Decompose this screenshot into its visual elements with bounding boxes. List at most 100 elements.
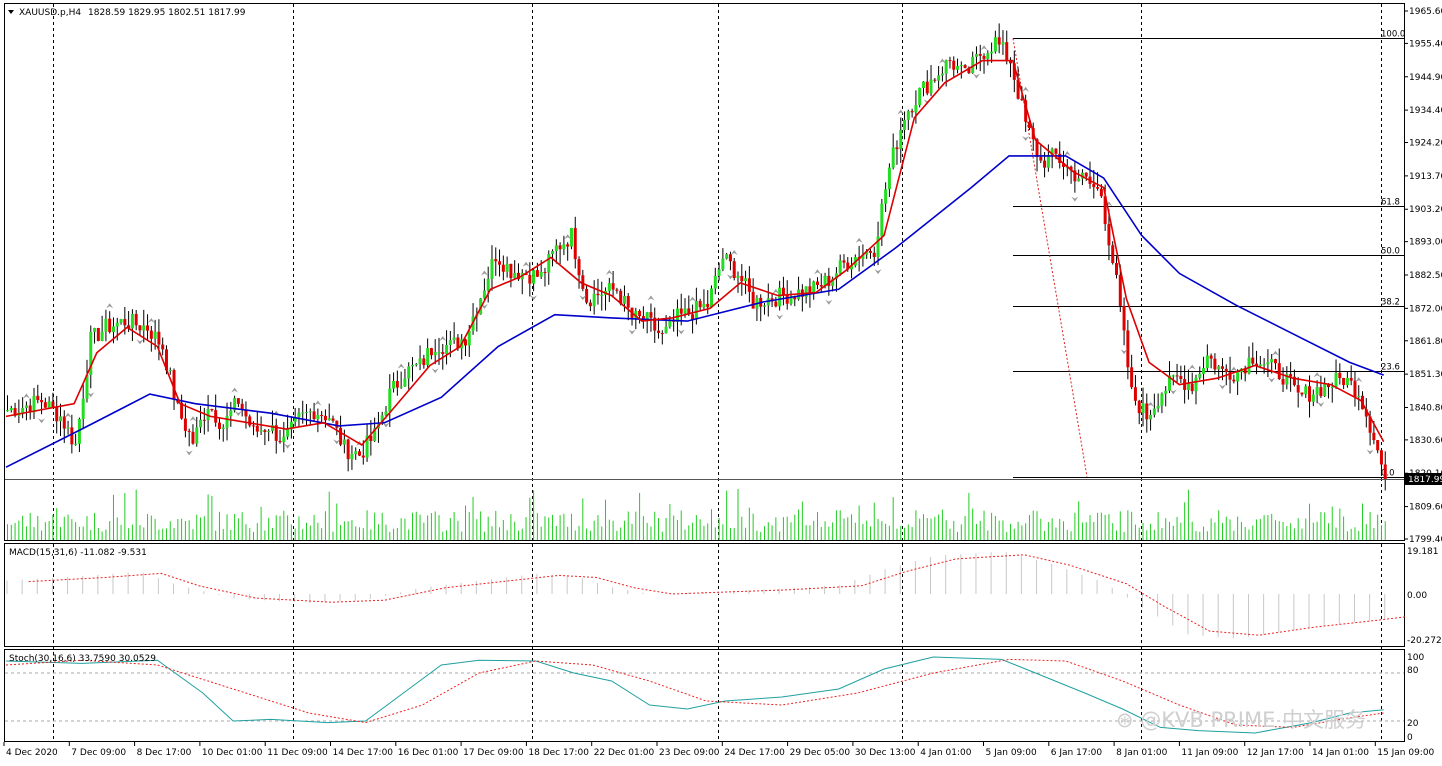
candle-body [535,270,539,277]
candle-body [1285,374,1289,385]
fractal-up-icon [772,288,780,294]
fractal-down-icon [1268,377,1276,383]
candle-body [1258,364,1262,367]
time-tick-label: 24 Dec 17:00 [724,748,785,758]
fractal-arrows [22,45,1374,456]
candle-body [43,402,47,408]
candle-body [32,395,36,413]
fractal-down-icon [1022,135,1030,141]
candle-body [259,430,263,432]
candle-body [176,399,180,403]
candle-body [1171,375,1175,377]
macd-label: MACD(15,31,6) -11.082 -9.531 [9,548,147,558]
candle-body [164,349,168,371]
fractal-up-icon [1313,372,1321,378]
candle-body [426,348,430,366]
candle-body [956,66,960,70]
candle-body [240,403,244,410]
candle-body [815,281,819,286]
candle-body [509,263,513,279]
fractal-down-icon [136,339,144,345]
fractal-down-icon [726,274,734,280]
price-tick-label: 1820.10 [1409,469,1442,479]
fractal-up-icon [980,45,988,51]
candle-body [948,60,952,62]
candle-body [694,300,698,320]
candle-body [74,443,78,445]
stoch-tick-80: 80 [1407,666,1419,676]
candle-body [342,439,346,445]
candle-body [403,378,407,387]
candle-body [978,53,982,56]
time-tick-label: 23 Dec 09:00 [659,748,720,758]
candle-body [778,287,782,307]
candle-body [93,327,97,332]
candle-body [986,53,990,59]
fractal-up-icon [147,317,155,323]
candle-body [214,410,218,423]
candle-body [1220,366,1224,369]
time-tick-label: 11 Jan 09:00 [1181,748,1238,758]
candle-body [1338,372,1342,379]
candle-body [1205,355,1209,369]
candle-body [827,275,831,286]
candle-body [286,429,290,437]
candle-body [96,327,100,342]
candle-body [581,275,585,289]
candle-body [592,293,596,307]
fractal-up-icon [439,335,447,341]
candle-body [638,310,642,317]
candle-body [1012,63,1016,80]
candle-body [51,401,55,408]
candle-body [1300,392,1304,395]
candle-body [872,252,876,258]
candle-body [1149,414,1153,420]
candle-body [1103,196,1107,225]
price-pane[interactable] [4,3,1405,541]
candle-body [1334,372,1338,387]
candle-body [1319,387,1323,397]
stoch-signal-line [5,658,1384,728]
candle-body [365,435,369,458]
candle-body [1315,387,1319,395]
fractal-down-icon [1317,401,1325,407]
candle-body [1099,188,1103,197]
price-tick-label: 1830.60 [1409,436,1442,446]
candle-body [274,425,278,441]
candle-body [1376,440,1380,451]
candle-body [1311,394,1315,402]
candle-body [505,263,509,272]
candle-body [516,272,520,280]
stoch-pane[interactable] [4,649,1405,742]
price-axis: 1965.60 1955.40 1944.90 1934.40 1924.20 1913.… [1404,7,1442,545]
candle-body [891,147,895,168]
candle-body [1179,376,1183,380]
time-tick-label: 6 Jan 17:00 [1051,748,1103,758]
candle-body [543,272,547,274]
fractal-up-icon [522,261,530,267]
candle-body [899,129,903,150]
fractal-up-icon [1230,366,1238,372]
macd-pane[interactable] [4,543,1405,647]
moving-averages [5,59,1385,468]
fibonacci-retracement[interactable]: 100.0 61.8 50.0 38.2 23.6 0.0 [1012,30,1405,479]
candle-body [675,308,679,322]
candle-body [569,228,573,247]
candle-body [180,402,184,419]
candle-body [751,291,755,309]
candle-body [653,317,657,331]
candle-body [153,331,157,339]
ohlc-label: 1828.59 1829.95 1802.51 1817.99 [88,8,246,18]
time-tick-label: 18 Dec 17:00 [528,748,589,758]
time-tick-label: 16 Dec 01:00 [398,748,459,758]
price-tick-label: 1809.60 [1409,503,1442,513]
candle-body [660,333,664,335]
candle-body [967,67,971,74]
fractal-up-icon [1271,350,1279,356]
candle-body [558,245,562,250]
candle-body [146,325,150,331]
candle-body [1326,383,1330,388]
price-tick-label: 1924.20 [1409,139,1442,149]
menu-triangle-icon[interactable] [8,10,14,14]
